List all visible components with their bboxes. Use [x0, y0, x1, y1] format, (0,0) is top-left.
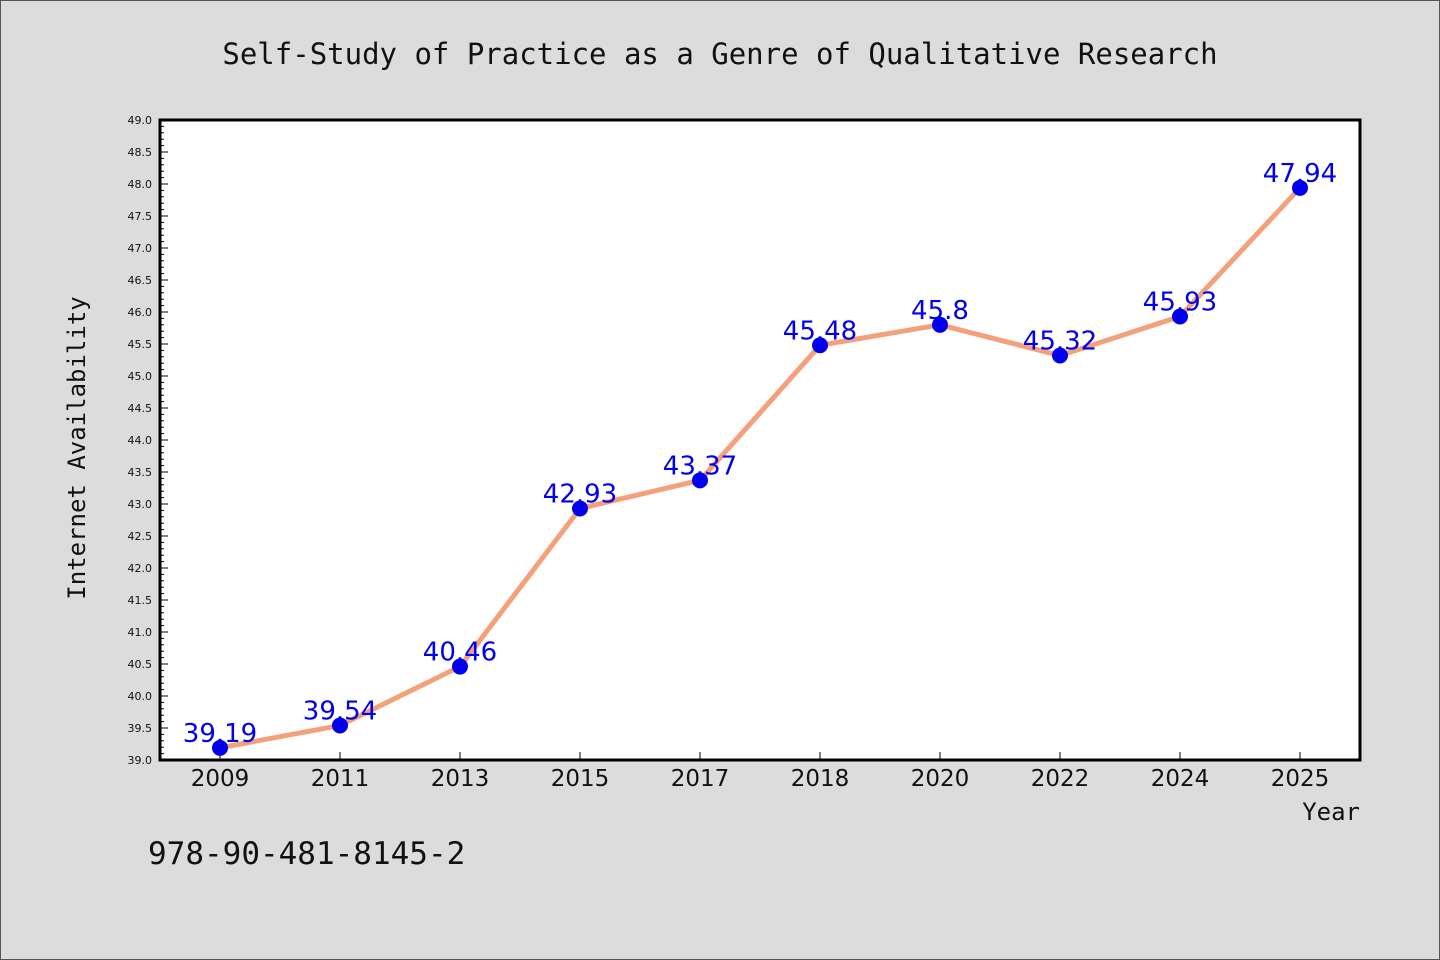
y-tick-label: 40.5 — [128, 658, 153, 671]
x-tick-label: 2011 — [311, 766, 370, 792]
y-tick-label: 39.5 — [128, 722, 153, 735]
y-axis-label: Internet Availability — [63, 296, 91, 599]
data-point — [932, 316, 948, 333]
y-tick-label: 40.0 — [128, 690, 153, 703]
x-tick-label: 2013 — [431, 766, 490, 792]
x-tick-label: 2025 — [1271, 766, 1330, 792]
y-tick-label: 42.5 — [128, 530, 153, 543]
y-tick-label: 49.0 — [128, 114, 153, 127]
data-label: 39.19 — [183, 719, 257, 749]
data-label: 47.94 — [1263, 159, 1337, 189]
y-tick-label: 39.0 — [128, 754, 153, 767]
y-tick-label: 44.0 — [128, 434, 153, 447]
y-tick-label: 45.0 — [128, 370, 153, 383]
data-label: 45.48 — [783, 316, 857, 346]
x-tick-label: 2017 — [671, 766, 730, 792]
x-tick-label: 2009 — [191, 766, 250, 792]
y-tick-label: 44.5 — [128, 402, 153, 415]
data-point — [1052, 347, 1068, 364]
x-axis: 2009 2011 2013 2015 2017 2018 2020 2022 2024 2025 — [191, 752, 1330, 792]
x-tick-label: 2022 — [1031, 766, 1090, 792]
data-labels-group: 39.19 39.54 40.46 42.93 43.37 45.48 45.8 45.32 4… — [183, 159, 1337, 749]
data-point — [572, 500, 588, 517]
y-tick-label: 47.0 — [128, 242, 153, 255]
data-point — [812, 337, 828, 354]
data-point — [1292, 179, 1308, 196]
series-line — [219, 186, 1302, 751]
isbn-text: 978-90-481-8145-2 — [148, 836, 465, 872]
series-line-group — [212, 179, 1308, 756]
data-point — [692, 472, 708, 489]
x-tick-label: 2015 — [551, 766, 610, 792]
y-tick-label: 41.0 — [128, 626, 153, 639]
data-label: 43.37 — [663, 451, 737, 481]
plot-area — [158, 118, 1362, 762]
y-tick-label: 42.0 — [128, 562, 153, 575]
y-tick-label: 46.5 — [128, 274, 153, 287]
y-tick-label: 48.5 — [128, 146, 153, 159]
x-tick-label: 2020 — [911, 766, 970, 792]
data-label: 45.8 — [911, 296, 969, 326]
y-tick-label: 41.5 — [128, 594, 153, 607]
x-axis-label: Year — [1302, 798, 1360, 826]
x-tick-label: 2018 — [791, 766, 850, 792]
data-point — [332, 717, 348, 734]
y-tick-label: 43.5 — [128, 466, 153, 479]
data-point — [212, 739, 228, 756]
x-tick-label: 2024 — [1151, 766, 1210, 792]
data-point — [1172, 308, 1188, 325]
data-label: 40.46 — [423, 638, 497, 668]
data-label: 39.54 — [303, 696, 377, 726]
y-tick-label: 45.5 — [128, 338, 153, 351]
y-tick-label: 47.5 — [128, 210, 153, 223]
y-tick-label: 46.0 — [128, 306, 153, 319]
chart-title: Self-Study of Practice as a Genre of Qua… — [222, 37, 1217, 71]
data-label: 45.93 — [1143, 287, 1217, 317]
y-tick-label: 48.0 — [128, 178, 153, 191]
data-label: 42.93 — [543, 479, 617, 509]
data-point — [452, 658, 468, 675]
y-tick-label: 43.0 — [128, 498, 153, 511]
y-axis: 39.0 39.5 40.0 40.5 41.0 41.5 42.0 42.5 43.0 43.5… — [128, 114, 168, 767]
data-label: 45.32 — [1023, 327, 1097, 357]
